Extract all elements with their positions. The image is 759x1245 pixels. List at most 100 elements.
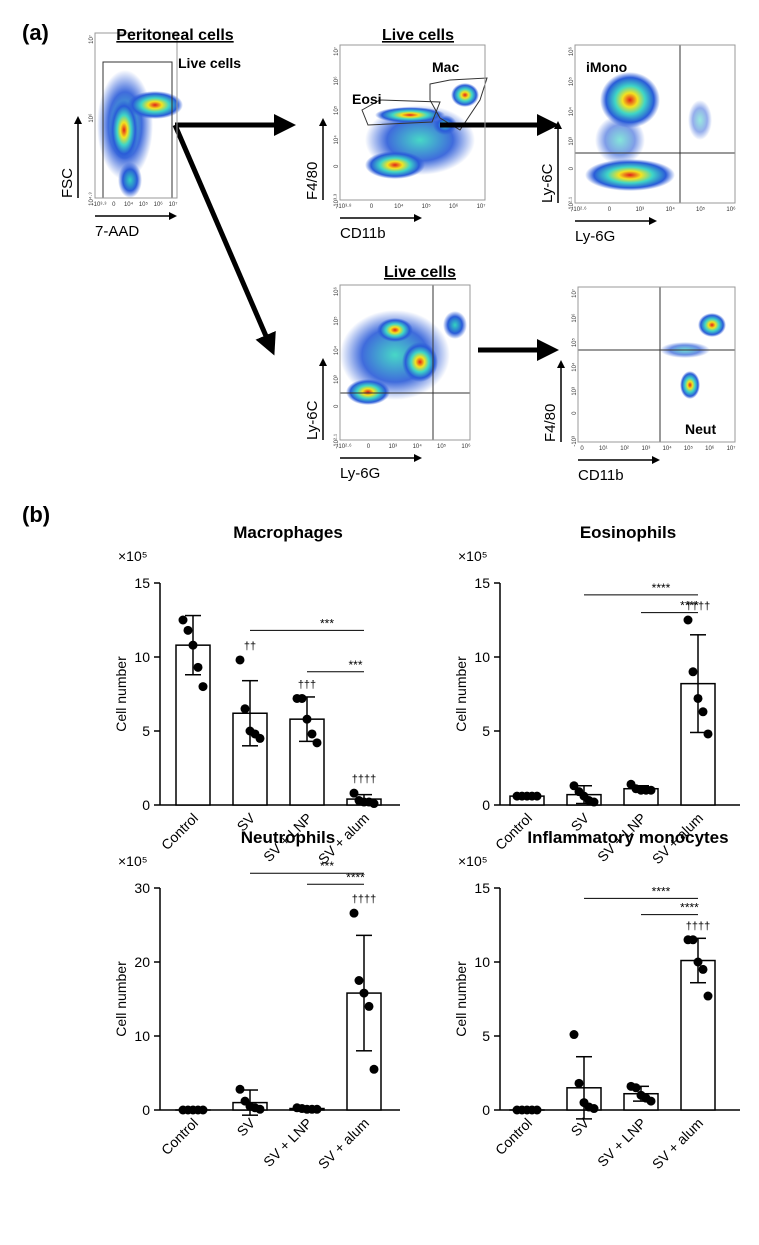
y-multiplier: ×10⁵ <box>118 853 148 869</box>
data-point <box>683 615 693 625</box>
density-plot-1 <box>97 70 183 198</box>
gate-label: Mac <box>432 59 459 75</box>
flow-y-tick-label: 0 <box>572 411 578 415</box>
data-point <box>698 964 708 974</box>
y-tick-label: 0 <box>142 1102 150 1118</box>
flow-plot-frame <box>577 286 736 443</box>
flow-y-tick-label: 0 <box>334 404 340 408</box>
y-tick-label: 10 <box>474 954 490 970</box>
y-tick-label: 10 <box>134 1028 150 1044</box>
data-point <box>183 625 193 635</box>
flow-plot-title: Live cells <box>384 264 456 281</box>
flow-y-tick-label: 10⁴ <box>333 135 340 145</box>
data-point <box>646 785 656 795</box>
data-point <box>349 908 359 918</box>
significance-label: *** <box>320 859 334 873</box>
flow-x-tick-label: 10⁵ <box>422 203 432 210</box>
significance-dagger: †††† <box>686 601 710 613</box>
flow-y-tick-label: 10⁶ <box>88 113 95 123</box>
flow-y-tick-label: 10⁶ <box>571 313 578 323</box>
flow-x-label: CD11b <box>340 225 386 242</box>
flow-y-tick-label: 10⁷ <box>571 289 578 298</box>
flow-y-tick-label: 10⁶ <box>333 76 340 86</box>
gates <box>102 45 735 442</box>
flow-x-tick-label: 0 <box>112 202 116 208</box>
flow-x-tick-label: 10³ <box>642 446 651 452</box>
flow-x-tick-label: 10⁶ <box>726 206 736 213</box>
density-plot-5 <box>660 313 726 399</box>
significance-label: *** <box>320 616 334 630</box>
flow-x-tick-label: 10⁶ <box>461 443 471 450</box>
flow-x-tick-label: 10⁵ <box>684 445 694 452</box>
data-point <box>569 1030 579 1040</box>
significance-label: **** <box>680 599 699 613</box>
data-point <box>312 1104 322 1114</box>
flow-y-tick-label: 0 <box>334 164 340 168</box>
significance-dagger: †††† <box>686 920 710 932</box>
chart-title: Macrophages <box>233 523 343 542</box>
flow-y-tick-label: 10⁵ <box>333 105 340 115</box>
data-point <box>255 733 265 743</box>
flow-x-tick-label: 10⁴ <box>413 443 423 450</box>
flow-x-tick-label: -10²·⁶ <box>336 443 352 450</box>
flow-x-tick-label: 10⁴ <box>663 445 673 452</box>
data-point <box>532 791 542 801</box>
flow-y-tick-label: 10⁴·⁹ <box>88 192 95 206</box>
flow-y-label: FSC <box>59 168 76 198</box>
flow-y-tick-label: 10⁵ <box>333 316 340 326</box>
y-tick-label: 10 <box>134 649 150 665</box>
y-tick-label: 20 <box>134 954 150 970</box>
flow-x-tick-label: 10⁵ <box>696 206 706 213</box>
flow-x-tick-label: 10⁴ <box>666 206 676 213</box>
data-point <box>688 667 698 677</box>
data-point <box>364 1001 374 1011</box>
gate-label: iMono <box>586 59 627 75</box>
flow-x-tick-label: 10¹ <box>599 446 608 452</box>
flow-y-tick-label: 10⁵ <box>571 337 578 347</box>
gate-label: Eosi <box>352 91 382 107</box>
data-point <box>188 640 198 650</box>
flow-x-tick-label: 10² <box>620 446 629 452</box>
y-tick-label: 0 <box>482 797 490 813</box>
data-point <box>698 707 708 717</box>
significance-dagger: †††† <box>352 894 376 906</box>
data-point <box>312 738 322 748</box>
data-point <box>569 781 579 791</box>
flow-y-tick-label: 10⁵ <box>568 76 575 86</box>
data-point <box>369 1064 379 1074</box>
flow-y-tick-label: -10²·¹ <box>334 434 340 449</box>
flow-x-tick-label: 0 <box>367 444 371 450</box>
data-point <box>198 1105 208 1115</box>
flow-x-tick-label: 10³ <box>388 444 397 450</box>
y-multiplier: ×10⁵ <box>118 548 148 564</box>
significance-dagger: ††† <box>298 679 316 691</box>
data-point <box>693 693 703 703</box>
x-tick-label: SV + LNP <box>260 1115 315 1170</box>
data-point <box>646 1096 656 1106</box>
data-point <box>297 693 307 703</box>
flow-x-tick-label: -10²·⁶ <box>571 206 587 213</box>
data-point <box>589 1104 599 1114</box>
y-axis-label: Cell number <box>113 961 129 1037</box>
flow-y-label: Ly-6C <box>304 400 321 440</box>
y-tick-label: 0 <box>142 797 150 813</box>
flow-plot-frame <box>339 284 471 441</box>
x-tick-label: SV <box>568 1114 593 1139</box>
chart-title: Inflammatory monocytes <box>527 828 728 847</box>
y-multiplier: ×10⁵ <box>458 853 488 869</box>
y-tick-label: 15 <box>474 880 490 896</box>
flow-x-label: Ly-6G <box>340 465 380 482</box>
data-point <box>369 799 379 809</box>
significance-label: **** <box>652 581 671 595</box>
x-tick-label: SV + alum <box>649 1115 706 1172</box>
data-point <box>688 935 698 945</box>
x-tick-label: SV + alum <box>315 1115 372 1172</box>
y-tick-label: 10 <box>474 649 490 665</box>
data-point <box>235 1084 245 1094</box>
flow-x-tick-label: 10⁴ <box>394 203 404 210</box>
flow-y-tick-label: 10⁷ <box>333 47 340 56</box>
data-point <box>359 988 369 998</box>
flow-x-tick-label: 0 <box>580 446 584 452</box>
flow-y-tick-label: 10⁴ <box>333 345 340 355</box>
y-tick-label: 15 <box>474 575 490 591</box>
